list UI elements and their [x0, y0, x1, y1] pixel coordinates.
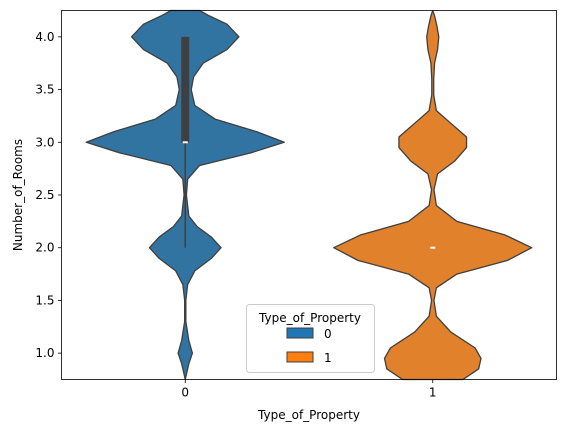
y-axis-ticks: 1.0 1.5 2.0 2.5 3.0 3.5 4.0: [35, 30, 62, 360]
violin-iqr-box-0: [181, 36, 190, 143]
legend-swatch-1: [286, 351, 314, 363]
legend-title: Type_of_Property: [258, 311, 361, 325]
y-tick-label: 3.0: [35, 135, 54, 149]
legend-swatch-0: [286, 327, 314, 339]
x-tick-label: 0: [181, 386, 189, 400]
y-tick-label: 2.0: [35, 241, 54, 255]
x-tick-label: 1: [429, 386, 437, 400]
x-axis-label: Type_of_Property: [257, 408, 360, 422]
legend-label-1: 1: [324, 351, 332, 365]
plot-area-frame: [61, 10, 557, 380]
violin-body-1: [333, 9, 533, 381]
y-tick-label: 1.5: [35, 293, 54, 307]
legend-label-0: 0: [324, 327, 332, 341]
y-tick-label: 3.5: [35, 83, 54, 97]
legend: Type_of_Property 0 1: [246, 304, 375, 373]
y-axis-label: Number_of_Rooms: [11, 139, 25, 251]
y-tick-label: 1.0: [35, 346, 54, 360]
y-tick-label: 2.5: [35, 188, 54, 202]
y-tick-label: 4.0: [35, 30, 54, 44]
